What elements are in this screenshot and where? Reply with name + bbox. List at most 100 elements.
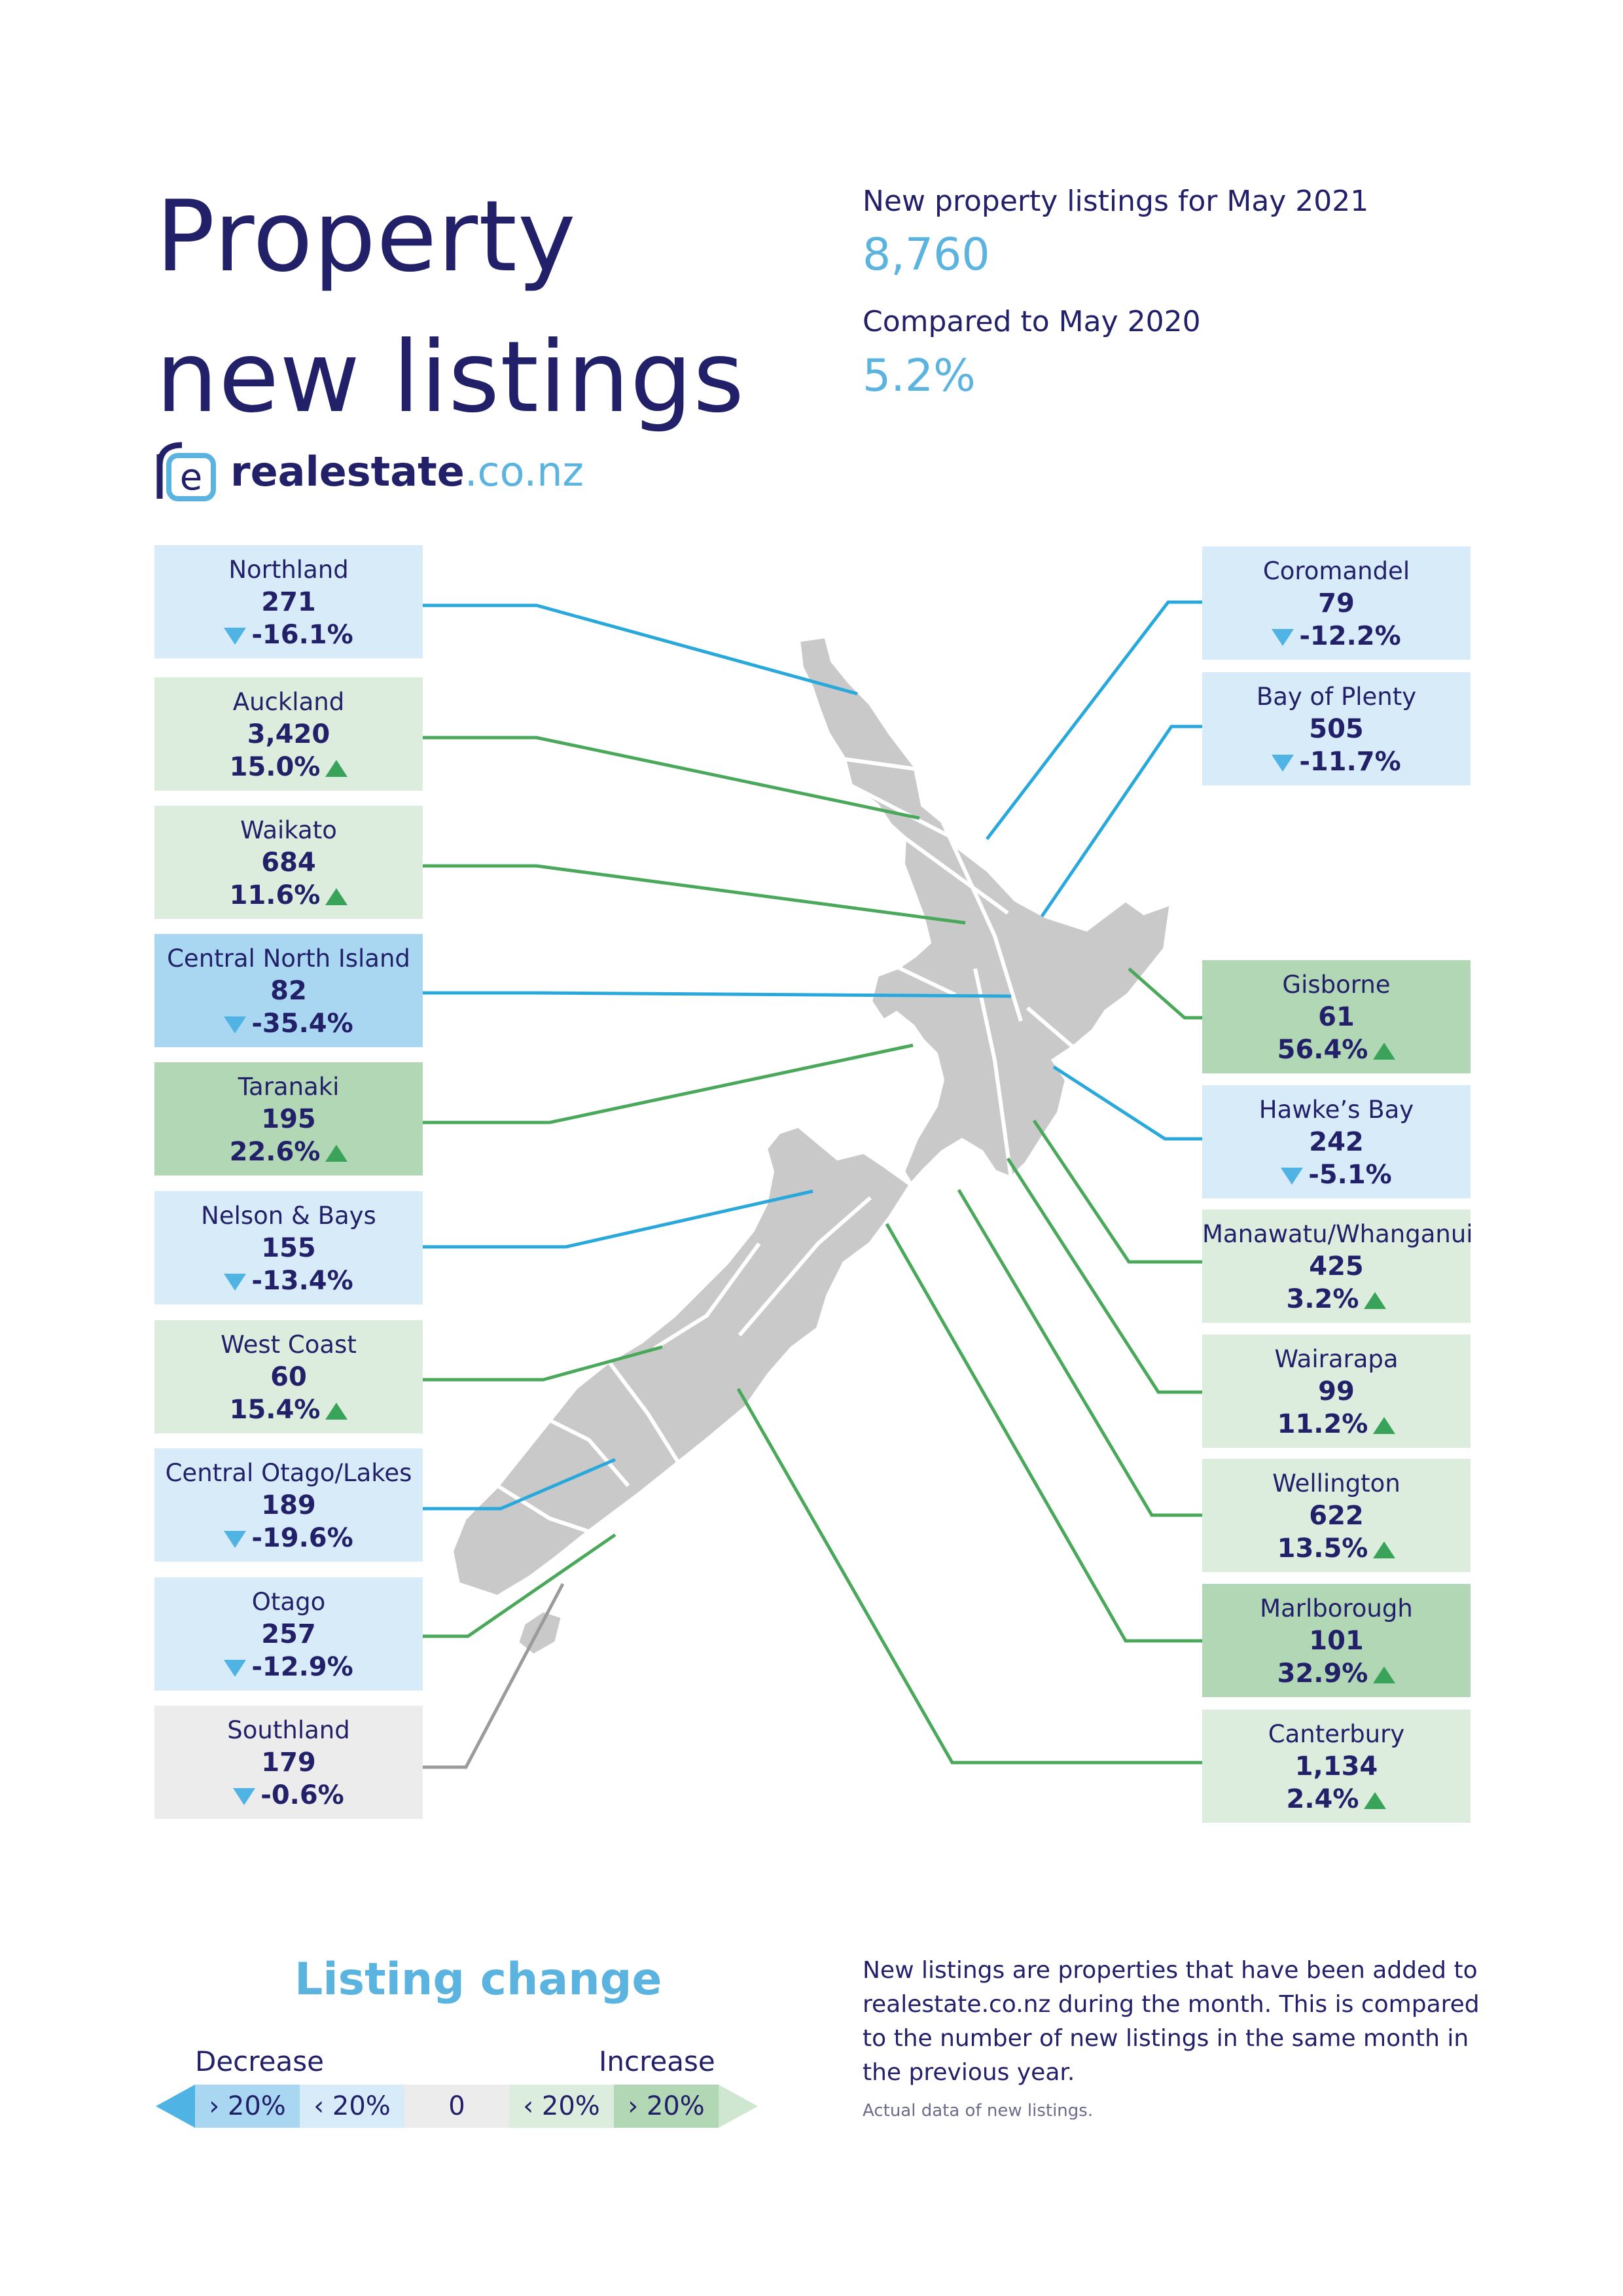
- legend-increase-label: Increase: [599, 2045, 715, 2077]
- region-count: 684: [261, 848, 316, 878]
- decrease-triangle-icon: [1272, 629, 1294, 646]
- region-count: 79: [1318, 588, 1355, 619]
- region-change: -35.4%: [154, 1007, 423, 1040]
- region-count: 195: [261, 1104, 316, 1134]
- region-count: 1,134: [1294, 1751, 1378, 1782]
- region-name: Coromandel: [1262, 557, 1410, 585]
- region-box: Canterbury 1,134 2.4%: [1202, 1710, 1471, 1823]
- decrease-triangle-icon: [224, 1531, 247, 1548]
- connector-nelson-bays: [422, 1189, 813, 1249]
- legend-seg-inc: ‹ 20%: [509, 2085, 614, 2128]
- region-name: West Coast: [221, 1331, 357, 1359]
- region-count: 179: [261, 1748, 316, 1778]
- region-name: Wellington: [1272, 1469, 1400, 1498]
- connector-wellington: [957, 1189, 1204, 1517]
- region-change: 56.4%: [1202, 1033, 1471, 1066]
- region-count: 622: [1309, 1501, 1364, 1531]
- region-box: Nelson & Bays 155 -13.4%: [154, 1191, 423, 1304]
- region-box: West Coast 60 15.4%: [154, 1320, 423, 1433]
- increase-triangle-icon: [1373, 1417, 1396, 1434]
- connector-bay-of-plenty: [1040, 725, 1204, 918]
- footnote-text: New listings are properties that have be…: [863, 1957, 1480, 2086]
- legend-right-arrow-icon: [719, 2085, 758, 2128]
- connector-marlborough: [885, 1223, 1204, 1643]
- decrease-triangle-icon: [1281, 1168, 1304, 1185]
- increase-triangle-icon: [1373, 1043, 1396, 1060]
- region-change-value: 11.2%: [1277, 1409, 1368, 1439]
- logo-wordmark: realestate.co.nz: [230, 448, 584, 495]
- legend-seg-dec-big: › 20%: [195, 2085, 300, 2128]
- region-change: 11.6%: [154, 879, 423, 912]
- decrease-triangle-icon: [1272, 755, 1294, 772]
- region-name: Taranaki: [238, 1073, 340, 1101]
- region-change: 11.2%: [1202, 1408, 1471, 1441]
- region-count: 3,420: [247, 719, 330, 749]
- region-name: Wairarapa: [1274, 1345, 1399, 1373]
- region-change-value: -35.4%: [251, 1009, 353, 1039]
- connector-coromandel: [986, 600, 1204, 840]
- region-name: Central North Island: [167, 944, 410, 973]
- region-box: Coromandel 79 -12.2%: [1202, 547, 1471, 660]
- region-box: Central Otago/Lakes 189 -19.6%: [154, 1448, 423, 1562]
- region-change-value: -13.4%: [251, 1266, 353, 1296]
- region-count: 505: [1309, 714, 1364, 744]
- region-change-value: -5.1%: [1308, 1160, 1392, 1190]
- increase-triangle-icon: [1373, 1666, 1396, 1683]
- region-box: Taranaki 195 22.6%: [154, 1062, 423, 1175]
- connector-canterbury: [736, 1388, 1204, 1765]
- legend-seg-zero: 0: [404, 2085, 509, 2128]
- connector-wairarapa: [1006, 1157, 1204, 1394]
- connector-taranaki: [422, 1043, 914, 1124]
- svg-text:e: e: [180, 456, 202, 499]
- region-change-value: -11.7%: [1299, 747, 1401, 777]
- increase-triangle-icon: [1373, 1541, 1396, 1558]
- region-count: 425: [1309, 1251, 1364, 1282]
- region-box: Waikato 684 11.6%: [154, 806, 423, 919]
- region-change: -19.6%: [154, 1522, 423, 1554]
- region-change-value: 56.4%: [1277, 1035, 1368, 1065]
- legend-decrease-label: Decrease: [195, 2045, 324, 2077]
- connector-auckland: [422, 736, 920, 820]
- decrease-triangle-icon: [224, 1660, 247, 1677]
- realestate-logo: e realestate.co.nz: [156, 435, 584, 507]
- region-name: Nelson & Bays: [201, 1202, 376, 1230]
- region-change: 15.0%: [154, 751, 423, 783]
- region-change: 2.4%: [1202, 1783, 1471, 1816]
- connector-gisborne: [1128, 967, 1204, 1020]
- region-name: Otago: [251, 1588, 326, 1616]
- legend-seg-dec: ‹ 20%: [300, 2085, 404, 2128]
- region-change-value: 2.4%: [1286, 1784, 1359, 1814]
- region-name: Auckland: [232, 688, 345, 716]
- increase-triangle-icon: [325, 1145, 348, 1162]
- region-box: Manawatu/Whanganui 425 3.2%: [1202, 1210, 1473, 1323]
- region-change: -12.9%: [154, 1651, 423, 1683]
- region-change-value: -12.2%: [1299, 621, 1401, 651]
- stewart-island-shape: [514, 1607, 565, 1659]
- listings-label: New property listings for May 2021: [863, 185, 1369, 218]
- region-box: Hawke’s Bay 242 -5.1%: [1202, 1085, 1471, 1198]
- region-box: Bay of Plenty 505 -11.7%: [1202, 672, 1471, 785]
- compare-value: 5.2%: [863, 350, 976, 402]
- region-count: 61: [1318, 1002, 1355, 1032]
- region-name: Canterbury: [1268, 1720, 1405, 1748]
- region-count: 101: [1309, 1626, 1364, 1656]
- region-count: 271: [261, 587, 316, 617]
- footnote-small: Actual data of new listings.: [863, 2101, 1094, 2121]
- region-name: Southland: [227, 1716, 350, 1744]
- region-box: Southland 179 -0.6%: [154, 1706, 423, 1819]
- connector-northland: [422, 603, 858, 696]
- region-name: Gisborne: [1282, 971, 1391, 999]
- region-count: 155: [261, 1233, 316, 1263]
- region-change: 22.6%: [154, 1136, 423, 1168]
- logo-name: realestate: [230, 447, 465, 495]
- region-change-value: 15.0%: [229, 752, 321, 782]
- south-island-shape: [449, 1123, 914, 1600]
- region-box: Otago 257 -12.9%: [154, 1577, 423, 1691]
- increase-triangle-icon: [325, 1403, 348, 1420]
- region-name: Bay of Plenty: [1256, 683, 1417, 711]
- decrease-triangle-icon: [224, 1274, 247, 1291]
- connector-manawatu: [1032, 1119, 1204, 1264]
- region-change: 32.9%: [1202, 1657, 1471, 1690]
- region-change: -11.7%: [1202, 745, 1471, 778]
- region-change-value: -0.6%: [260, 1780, 344, 1810]
